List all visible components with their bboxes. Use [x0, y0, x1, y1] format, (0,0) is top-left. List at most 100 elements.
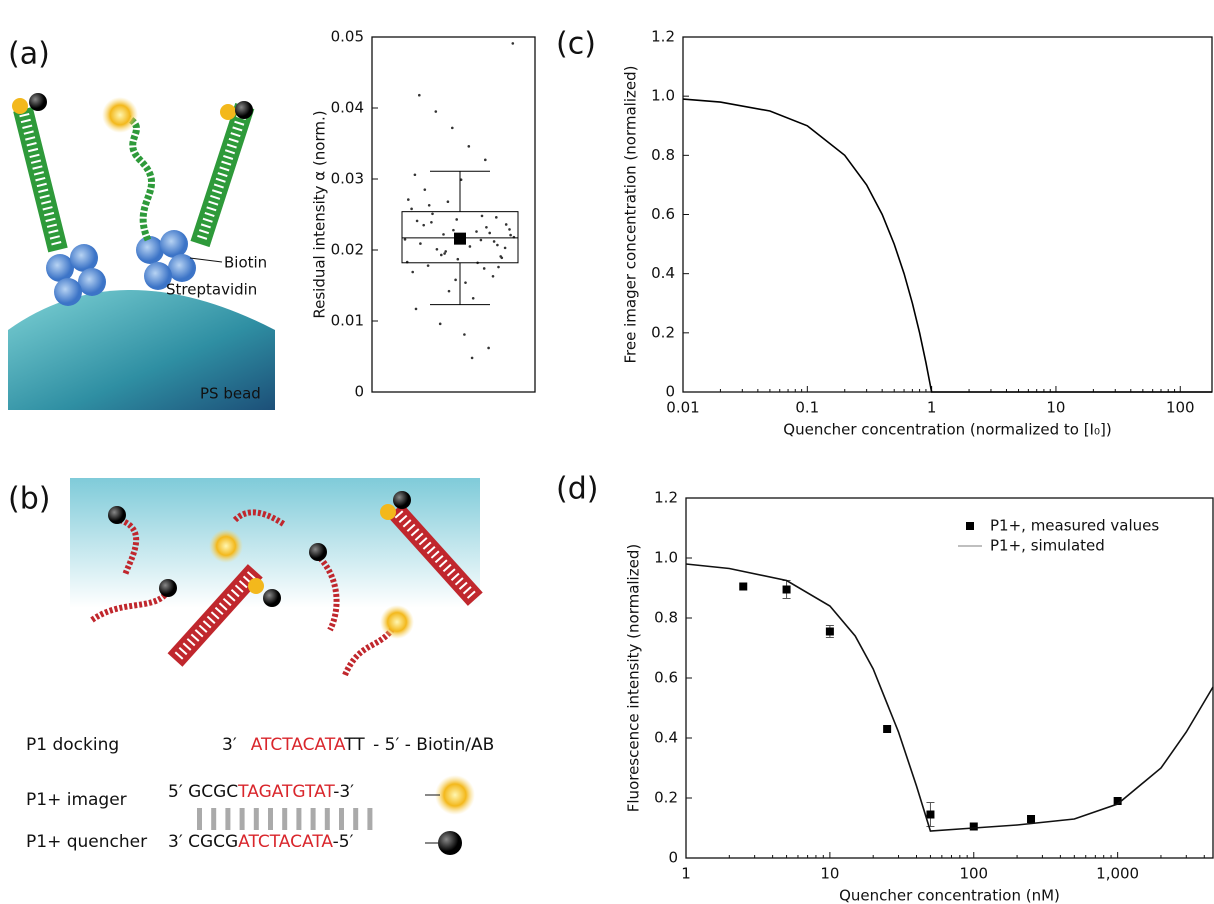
- x-tick-label: 100: [1166, 399, 1195, 417]
- sequence: 3′ATCTACATATT- 5′ - Biotin/AB: [222, 735, 494, 755]
- x-axis-label: Quencher concentration (nM): [839, 887, 1060, 904]
- data-point: [452, 229, 455, 232]
- sequence-label: P1 docking: [26, 735, 119, 755]
- label: Streptavidin: [166, 281, 257, 299]
- data-point: [443, 252, 446, 255]
- y-axis-label: Residual intensity α (norm.): [311, 110, 329, 318]
- plot-frame: [372, 37, 535, 392]
- y-tick-label: 0.02: [331, 241, 364, 259]
- pair-bar: [197, 808, 202, 830]
- data-point: [430, 221, 433, 224]
- data-point: [512, 42, 515, 45]
- y-tick-label: 0.4: [651, 264, 675, 282]
- y-tick-label: 1.0: [651, 87, 675, 105]
- pair-bar: [353, 808, 358, 830]
- data-point: [926, 811, 934, 819]
- data-point: [783, 586, 791, 594]
- sequence-part: ATCTACATA: [251, 735, 346, 755]
- data-point: [469, 245, 472, 248]
- panel-label: (d): [556, 472, 598, 507]
- data-point: [454, 279, 457, 282]
- x-tick-label: 10: [1046, 399, 1065, 417]
- data-point: [483, 267, 486, 270]
- data-point: [499, 255, 502, 258]
- data-point: [471, 357, 474, 360]
- data-point: [448, 290, 451, 293]
- sequence: 5′ GCGCTAGATGTAT-3′: [168, 782, 354, 802]
- data-point: [442, 233, 445, 236]
- y-tick-label: 0.2: [651, 323, 675, 341]
- sequence-part: TAGATGTAT: [237, 782, 335, 802]
- legend-label: P1+, measured values: [990, 517, 1159, 535]
- x-tick-label: 1,000: [1096, 865, 1139, 883]
- data-point: [424, 188, 427, 191]
- panel-label: (b): [8, 482, 50, 517]
- data-point: [1027, 815, 1035, 823]
- mean: [454, 233, 466, 245]
- sequence-part: -3′: [333, 782, 354, 802]
- y-tick-label: 0.6: [651, 205, 675, 223]
- pair-bar: [339, 808, 344, 830]
- data-point: [472, 297, 475, 300]
- data-point: [457, 258, 460, 261]
- data-point: [431, 212, 434, 215]
- data-point: [407, 198, 410, 201]
- data-point: [493, 240, 496, 243]
- data-point: [487, 347, 490, 350]
- data-point: [739, 583, 747, 591]
- quencher: [438, 831, 462, 855]
- sequence-label: P1+ imager: [26, 790, 127, 810]
- data-point: [439, 323, 442, 326]
- label: PS bead: [200, 385, 261, 403]
- base-pairs: [197, 808, 372, 830]
- data-point: [504, 247, 507, 250]
- data-point: [495, 216, 498, 219]
- sequence-part: - 5′ - Biotin/AB: [373, 735, 494, 755]
- data-point: [481, 215, 484, 218]
- data-point: [404, 238, 407, 241]
- pair-bar: [367, 808, 372, 830]
- data-point: [411, 271, 414, 274]
- pair-bar: [282, 808, 287, 830]
- data-point: [484, 159, 487, 162]
- line: [686, 564, 1213, 831]
- data-point: [415, 308, 418, 311]
- label: Biotin: [224, 254, 267, 272]
- sequence-part: 5′ GCGC: [168, 782, 238, 802]
- x-tick-label: 1: [927, 399, 937, 417]
- data-point: [447, 200, 450, 203]
- x-tick-label: 1: [681, 865, 691, 883]
- y-axis-label: Free imager concentration (normalized): [622, 66, 640, 364]
- data-point: [496, 244, 499, 247]
- data-point: [416, 220, 419, 223]
- legend-marker: [966, 522, 974, 530]
- fluorophore: [435, 775, 475, 815]
- data-point: [440, 254, 443, 257]
- y-tick-label: 0: [354, 383, 364, 401]
- data-point: [492, 275, 495, 278]
- pair-bar: [240, 808, 245, 830]
- pair-bar: [225, 808, 230, 830]
- data-point: [410, 208, 413, 211]
- pair-bar: [296, 808, 301, 830]
- plot-frame: [683, 37, 1212, 392]
- x-axis-label: Quencher concentration (normalized to [I…: [783, 421, 1111, 439]
- y-tick-label: 1.2: [654, 489, 678, 507]
- legend-label: P1+, simulated: [990, 537, 1105, 555]
- x-tick-label: 0.01: [666, 399, 699, 417]
- illustration-a: Biotin Streptavidin PS bead: [8, 93, 275, 410]
- data-point: [497, 266, 500, 269]
- sequence-part: TT: [343, 735, 365, 755]
- data-point: [468, 145, 471, 148]
- y-axis-label: Fluorescence intensity (normalized): [625, 544, 643, 812]
- data-point: [509, 234, 512, 237]
- pair-bar: [211, 808, 216, 830]
- data-point: [505, 223, 508, 226]
- y-tick-label: 1.2: [651, 28, 675, 46]
- pair-bar: [268, 808, 273, 830]
- sequence-part: 3′ CGCG: [168, 832, 238, 852]
- data-point: [480, 239, 483, 242]
- line: [683, 99, 1212, 392]
- x-tick-label: 100: [959, 865, 988, 883]
- data-point: [883, 725, 891, 733]
